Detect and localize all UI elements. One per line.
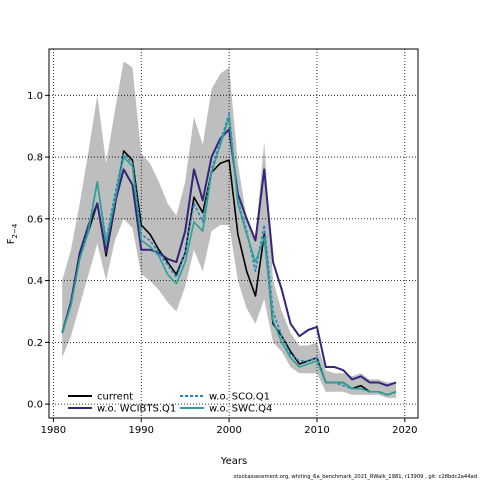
- legend-label-1: w.o. WCIBTS.Q1: [97, 404, 176, 415]
- y-tick-label: 0.8: [27, 153, 43, 164]
- y-axis-label: F2−4: [6, 223, 19, 244]
- legend-label-2: w.o. SCO.Q1: [209, 392, 270, 403]
- footer-caption: stockassessment.org, whiting_6a_benchmar…: [234, 474, 477, 480]
- series-line-3: [61, 116, 397, 396]
- y-tick-label: 0.4: [27, 276, 43, 287]
- y-tick-label: 0.6: [27, 214, 43, 225]
- series-line-1: [61, 128, 397, 387]
- x-axis-label: Years: [220, 456, 247, 467]
- x-tick-label: 2010: [304, 425, 329, 436]
- y-tick-label: 0.2: [27, 338, 43, 349]
- y-tick-label: 1.0: [27, 91, 43, 102]
- x-tick-label: 2020: [392, 425, 417, 436]
- y-axis-label-main: F: [6, 238, 17, 244]
- y-tick-label: 0.0: [27, 400, 43, 411]
- plot-frame: [48, 48, 419, 419]
- x-tick-label: 1980: [41, 425, 66, 436]
- series-line-2: [61, 113, 397, 396]
- y-axis-label-subscript: 2−4: [11, 223, 19, 238]
- x-tick-label: 1990: [129, 425, 154, 436]
- legend-label-0: current: [97, 392, 133, 403]
- x-tick-label: 2000: [216, 425, 241, 436]
- legend-label-3: w.o. SWC.Q4: [209, 404, 272, 415]
